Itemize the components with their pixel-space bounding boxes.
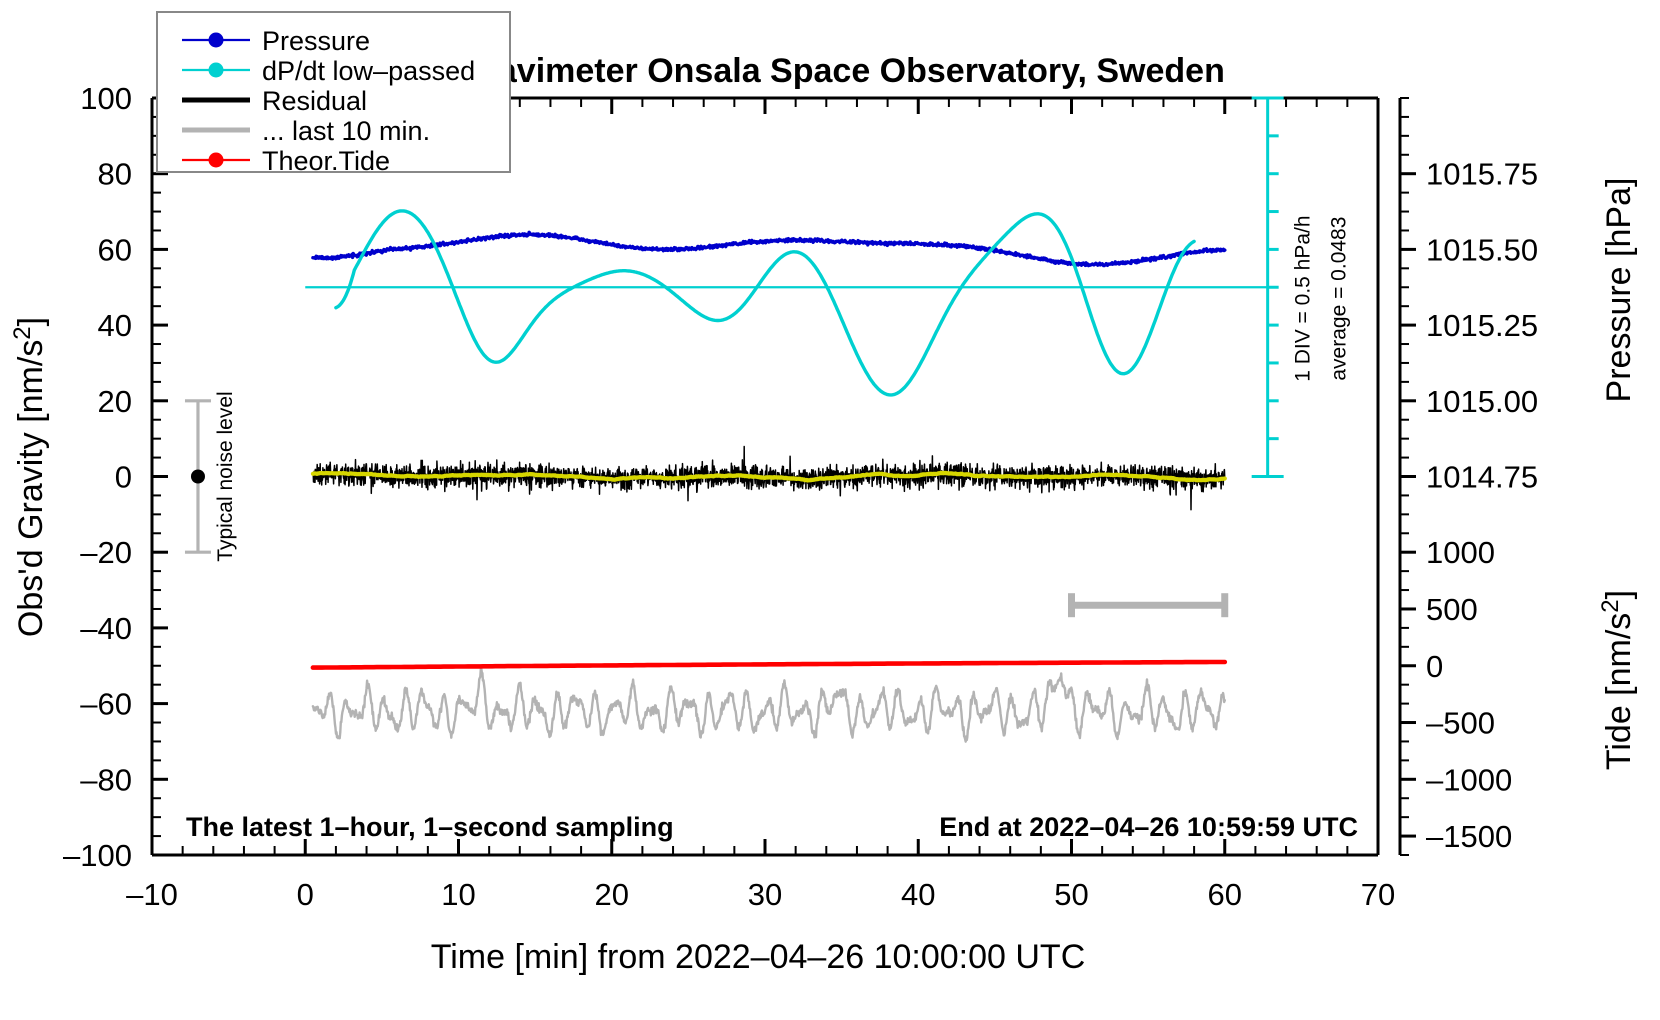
y-tick-label: 40 bbox=[98, 308, 132, 343]
legend-item-label: dP/dt low–passed bbox=[262, 56, 475, 86]
right-tide-tick-label: 0 bbox=[1426, 649, 1443, 684]
theor-tide-trace bbox=[310, 659, 1228, 670]
dpdt-lowpassed-trace bbox=[334, 209, 1196, 397]
right-pressure-tick-label: 1015.25 bbox=[1426, 308, 1538, 343]
typical-noise-level-label: Typical noise level bbox=[214, 391, 237, 561]
dpdt-div-label: 1 DIV = 0.5 hPa/h bbox=[1292, 215, 1315, 381]
y-tick-label: –20 bbox=[80, 535, 132, 570]
x-axis-ticks: –10 0 10 20 30 40 50 60 70 bbox=[126, 98, 1395, 912]
y-tick-label: –100 bbox=[63, 838, 132, 873]
legend-item[interactable]: Theor.Tide bbox=[182, 146, 390, 176]
typical-noise-level-marker bbox=[184, 399, 211, 554]
legend-item-label: Residual bbox=[262, 86, 367, 116]
y-axis-title-right-pressure: Pressure [hPa] bbox=[1600, 178, 1638, 403]
last-10-min-trace bbox=[311, 667, 1226, 743]
note-sampling: The latest 1–hour, 1–second sampling bbox=[186, 812, 674, 842]
legend-item-label: Pressure bbox=[262, 26, 370, 56]
legend-item-label: ... last 10 min. bbox=[262, 116, 430, 146]
y-axis-minor-ticks-left bbox=[152, 115, 161, 838]
data-traces bbox=[305, 209, 1268, 743]
y-tick-label: 100 bbox=[80, 81, 132, 116]
dpdt-scale-bar bbox=[1251, 96, 1284, 478]
y-tick-label: 0 bbox=[115, 460, 132, 495]
dpdt-average-label: average = 0.0483 bbox=[1328, 217, 1351, 381]
right-tide-tick-label: –1500 bbox=[1426, 819, 1512, 854]
right-pressure-ticks: 1015.75 1015.50 1015.25 1015.00 1014.75 bbox=[1400, 157, 1538, 495]
chart-annotations: Typical noise level 1 DIV = 0.5 hPa/h aver… bbox=[184, 96, 1351, 618]
x-tick-label: 30 bbox=[748, 877, 782, 912]
x-tick-label: 40 bbox=[901, 877, 935, 912]
right-axis-minor-ticks bbox=[1400, 97, 1409, 856]
legend-item[interactable]: Residual bbox=[182, 86, 367, 116]
x-tick-label: 0 bbox=[297, 877, 314, 912]
y-tick-label: –80 bbox=[80, 762, 132, 797]
x-axis-minor-ticks bbox=[181, 98, 1349, 855]
right-tide-tick-label: 500 bbox=[1426, 592, 1478, 627]
y-axis-title-left: Obs'd Gravity [nm/s2] bbox=[9, 317, 50, 637]
y-tick-label: –60 bbox=[80, 687, 132, 722]
y-tick-label: –40 bbox=[80, 611, 132, 646]
x-axis-title: Time [min] from 2022–04–26 10:00:00 UTC bbox=[431, 938, 1086, 976]
right-pressure-tick-label: 1015.75 bbox=[1426, 157, 1538, 192]
y-tick-label: 20 bbox=[98, 384, 132, 419]
right-pressure-tick-label: 1015.00 bbox=[1426, 384, 1538, 419]
y-tick-label: 60 bbox=[98, 232, 132, 267]
x-tick-label: 10 bbox=[441, 877, 475, 912]
y-axis-title-right-tide: Tide [nm/s2] bbox=[1597, 590, 1638, 770]
right-pressure-tick-label: 1014.75 bbox=[1426, 460, 1538, 495]
y-axis-ticks-left: 100 80 60 40 20 0 –20 –40 –60 –80 –100 bbox=[63, 81, 168, 873]
legend-item-label: Theor.Tide bbox=[262, 146, 390, 176]
x-tick-label: 60 bbox=[1208, 877, 1242, 912]
note-end-time: End at 2022–04–26 10:59:59 UTC bbox=[939, 812, 1358, 842]
residual-smoothed-trace bbox=[310, 470, 1227, 483]
right-tide-ticks: 1000 500 0 –500 –1000 –1500 bbox=[1400, 535, 1512, 854]
y-tick-label: 80 bbox=[98, 157, 132, 192]
right-tide-tick-label: –500 bbox=[1426, 706, 1495, 741]
x-tick-label: 20 bbox=[595, 877, 629, 912]
x-tick-label: 50 bbox=[1054, 877, 1088, 912]
right-tide-tick-label: 1000 bbox=[1426, 535, 1495, 570]
x-tick-label: 70 bbox=[1361, 877, 1395, 912]
legend-item[interactable]: ... last 10 min. bbox=[182, 116, 430, 146]
x-tick-label: –10 bbox=[126, 877, 178, 912]
last-10-min-window-bar bbox=[1068, 593, 1229, 618]
right-tide-tick-label: –1000 bbox=[1426, 762, 1512, 797]
legend-item[interactable]: Pressure bbox=[182, 26, 370, 56]
right-pressure-tick-label: 1015.50 bbox=[1426, 232, 1538, 267]
legend-item[interactable]: dP/dt low–passed bbox=[182, 56, 475, 86]
